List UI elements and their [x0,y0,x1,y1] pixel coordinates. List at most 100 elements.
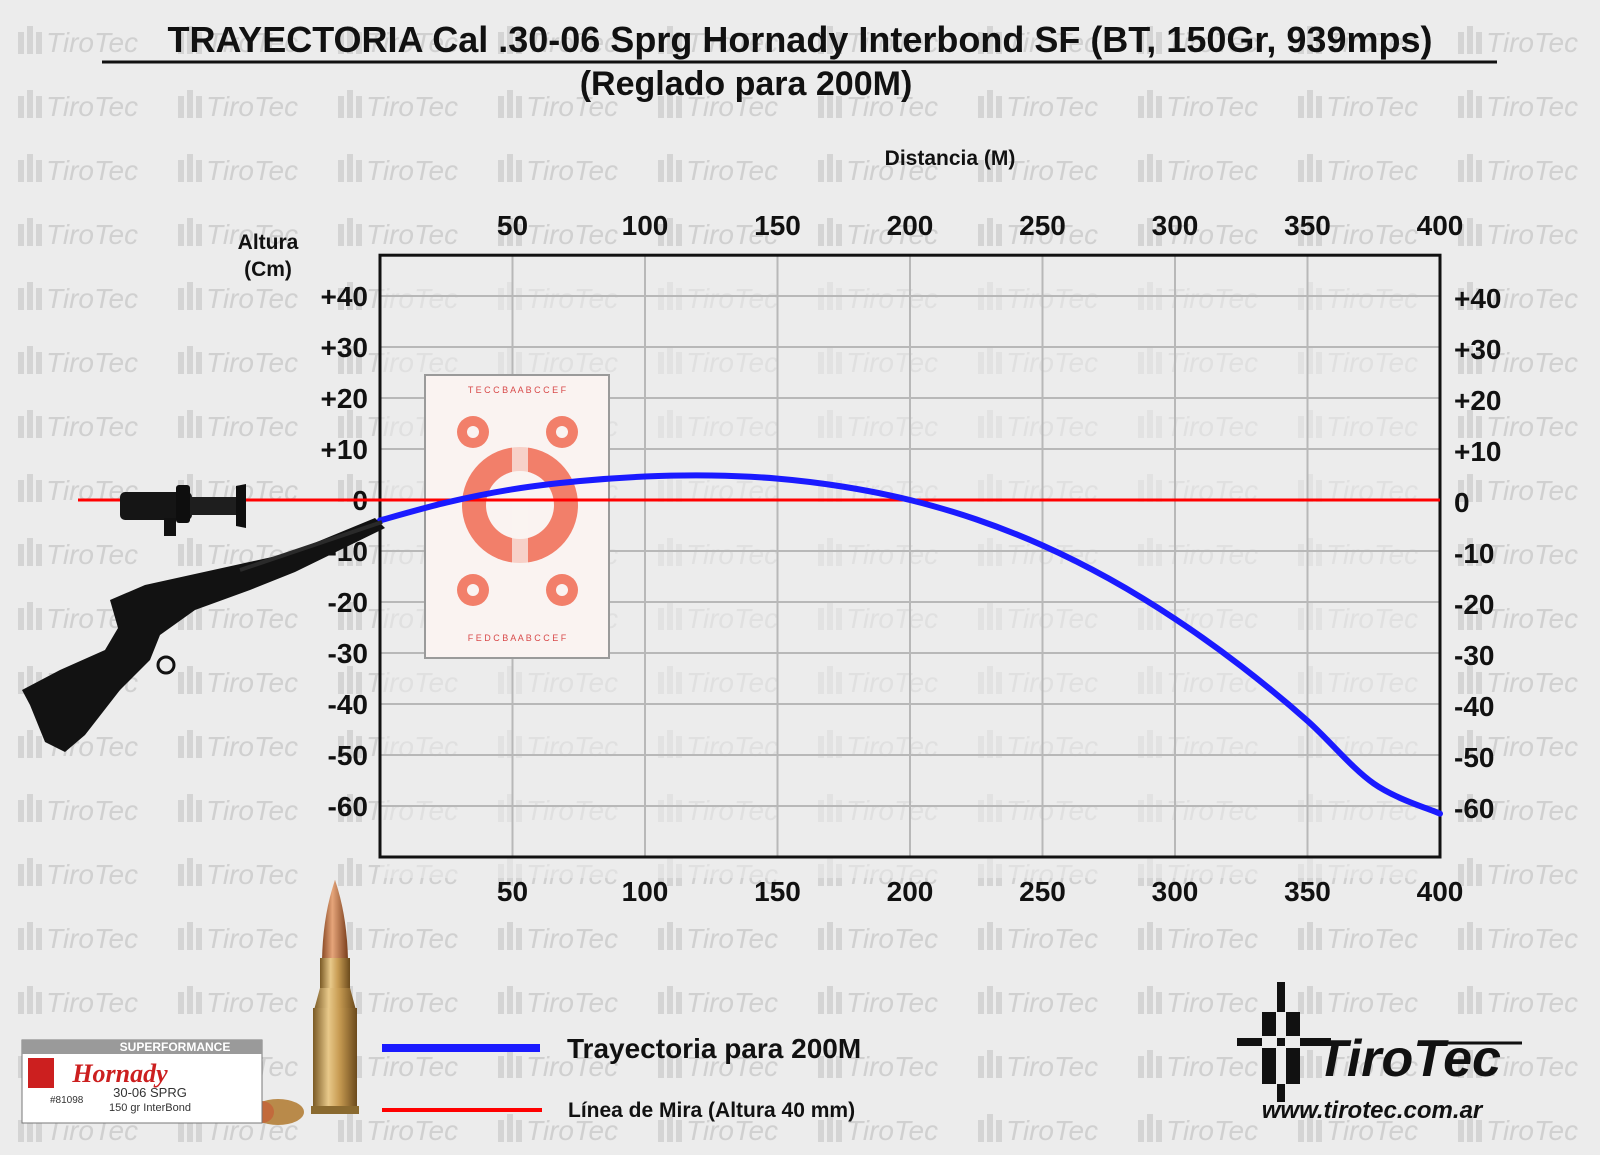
ammo-box-caliber: 30-06 SPRG [113,1085,187,1100]
watermark-tile: TiroTec [1458,602,1578,634]
watermark-tile: TiroTec [178,26,298,58]
watermark-tile: TiroTec [1298,922,1418,954]
watermark-tile: TiroTec [658,922,778,954]
watermark-text: TiroTec [1486,603,1578,634]
watermark-text: TiroTec [1166,27,1258,58]
watermark-tile: TiroTec [978,90,1098,122]
watermark-text: TiroTec [1326,91,1418,122]
watermark-tile: TiroTec [1138,986,1258,1018]
watermark-tile: TiroTec [498,1114,618,1146]
watermark-text: TiroTec [1486,411,1578,442]
watermark-tile: TiroTec [1458,218,1578,250]
ammo-box-load: 150 gr InterBond [109,1102,191,1114]
watermark-tile: TiroTec [338,154,458,186]
y-tick-label-right: -30 [1454,640,1494,671]
rifle-image [22,484,385,752]
watermark-tile: TiroTec [498,1050,618,1082]
watermark-text: TiroTec [46,91,138,122]
y-tick-label-right: -10 [1454,538,1494,569]
watermark-text: TiroTec [206,219,298,250]
y-tick-label-left: +40 [321,281,369,312]
watermark-text: TiroTec [206,411,298,442]
watermark-tile: TiroTec [818,922,938,954]
watermark-tile: TiroTec [1138,922,1258,954]
watermark-text: TiroTec [1326,1051,1418,1082]
watermark-text: TiroTec [1006,155,1098,186]
watermark-text: TiroTec [366,923,458,954]
x-tick-label-bottom: 300 [1152,876,1199,907]
svg-text:F E D C B A A B C C E F: F E D C B A A B C C E F [468,633,567,643]
watermark-tile: TiroTec [498,922,618,954]
watermark-text: TiroTec [526,27,618,58]
watermark-tile: TiroTec [18,538,138,570]
y-tick-label-left: +30 [321,332,369,363]
watermark-text: TiroTec [206,283,298,314]
watermark-text: TiroTec [1326,219,1418,250]
watermark-tile: TiroTec [1298,1114,1418,1146]
watermark-tile: TiroTec [1138,154,1258,186]
watermark-text: TiroTec [1486,539,1578,570]
y-tick-label-right: +20 [1454,385,1502,416]
x-tick-label-top: 150 [754,210,801,241]
watermark-tile: TiroTec [658,1050,778,1082]
legend: Trayectoria para 200M Línea de Mira (Alt… [382,1033,861,1122]
watermark-tile: TiroTec [1458,410,1578,442]
watermark-tile: TiroTec [978,218,1098,250]
watermark-tile: TiroTec [178,986,298,1018]
x-tick-label-bottom: 350 [1284,876,1331,907]
watermark-tile: TiroTec [1458,90,1578,122]
watermark-tile: TiroTec [1298,986,1418,1018]
watermark-tile: TiroTec [1458,1050,1578,1082]
watermark-text: TiroTec [686,1115,778,1146]
watermark-tile: TiroTec [1138,26,1258,58]
watermark-tile: TiroTec [658,218,778,250]
chart-marks: 50 50 100 100 150 150 200 200 250 250 300 300 350 350… [78,210,1502,907]
watermark-tile: TiroTec [658,1114,778,1146]
watermark-text: TiroTec [1486,91,1578,122]
watermark-tile: TiroTec [338,1114,458,1146]
watermark-text: TiroTec [1486,347,1578,378]
watermark-tile: TiroTec [178,90,298,122]
watermark-text: TiroTec [1006,219,1098,250]
watermark-text: TiroTec [46,539,138,570]
watermark-tile: TiroTec [818,26,938,58]
chart-subtitle: (Reglado para 200M) [580,65,913,103]
logo-mark-icon [1237,982,1331,1102]
watermark-text: TiroTec [366,1115,458,1146]
watermark-text: TiroTec [686,155,778,186]
watermark-text: TiroTec [1486,795,1578,826]
watermark-text: TiroTec [206,923,298,954]
watermark-tile: TiroTec [178,666,298,698]
watermark-text: TiroTec [206,667,298,698]
watermark-tile: TiroTec [1458,282,1578,314]
watermark-text: TiroTec [206,603,298,634]
watermark-tile: TiroTec [178,410,298,442]
watermark-text: TiroTec [846,155,938,186]
ammo-box: SUPERFORMANCE Hornady #81098 30-06 SPRG … [21,1039,263,1124]
watermark-tile: TiroTec [1458,666,1578,698]
y-tick-label-right: -60 [1454,793,1494,824]
watermark-text: TiroTec [206,987,298,1018]
ammo-box-line1: SUPERFORMANCE [120,1040,231,1054]
chart-title: TRAYECTORIA Cal .30-06 Sprg Hornady Inte… [168,19,1433,60]
watermark-text: TiroTec [1006,91,1098,122]
watermark-tile: TiroTec [1458,474,1578,506]
watermark-text: TiroTec [46,795,138,826]
watermark-text: TiroTec [1486,219,1578,250]
watermark-text: TiroTec [206,91,298,122]
ammo-box-code: #81098 [50,1095,84,1106]
watermark-tile: TiroTec [1298,1050,1418,1082]
watermark-text: TiroTec [846,923,938,954]
watermark-tile: TiroTec [178,282,298,314]
x-axis-title: Distancia (M) [885,147,1016,170]
watermark-tile: TiroTec [818,90,938,122]
watermark-text: TiroTec [46,283,138,314]
watermark-tile: TiroTec [1458,794,1578,826]
watermark-text: TiroTec [1166,1051,1258,1082]
watermark-text: TiroTec [846,219,938,250]
watermark-tile: TiroTec [178,218,298,250]
watermark-text: TiroTec [46,347,138,378]
watermark-tile: TiroTec [178,794,298,826]
watermark-text: TiroTec [846,27,938,58]
